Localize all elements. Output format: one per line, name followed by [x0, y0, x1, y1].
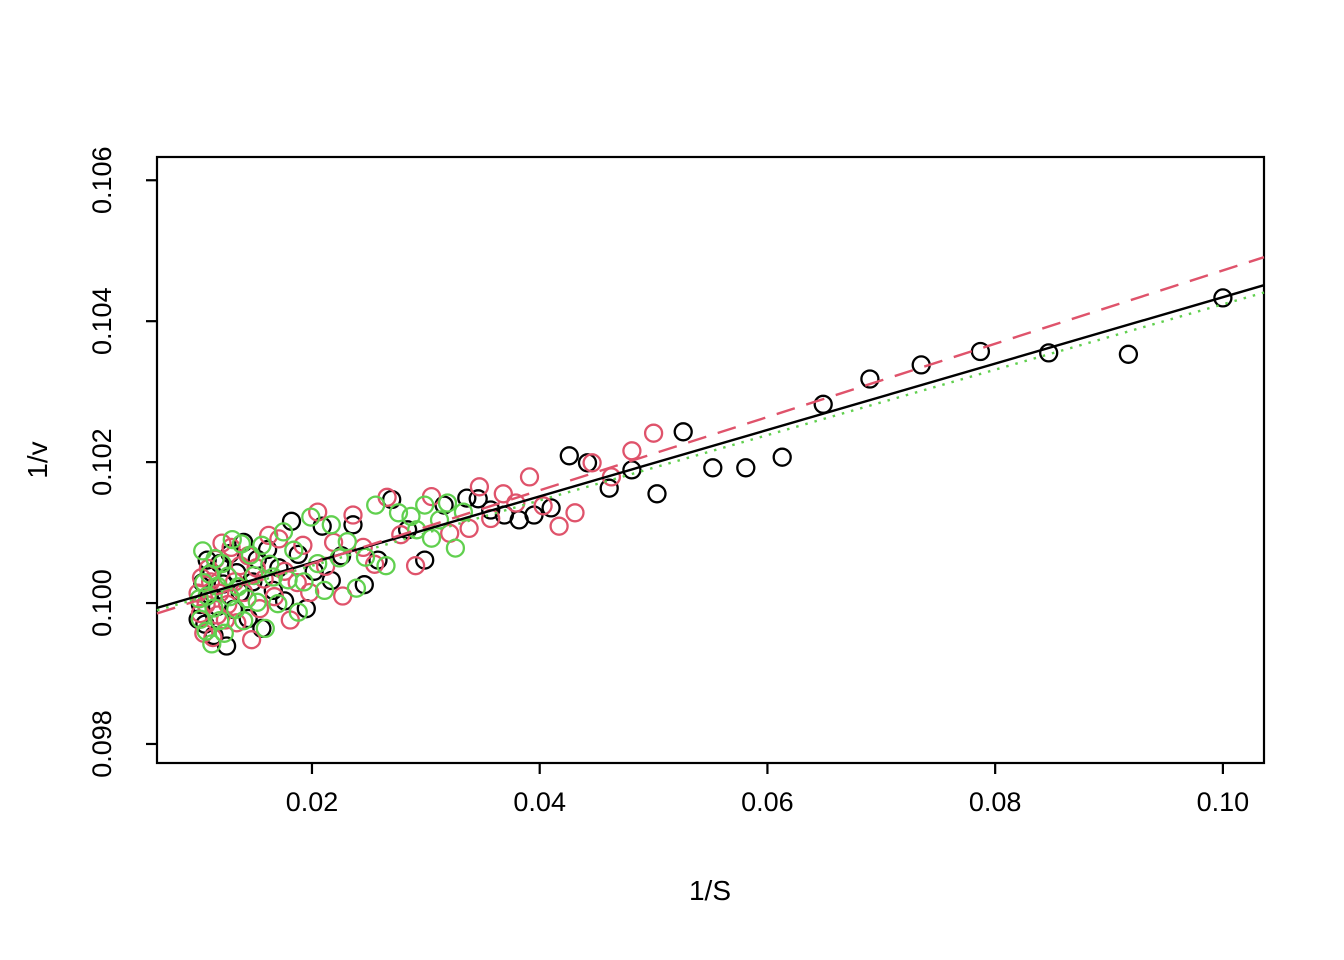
data-point	[210, 611, 230, 631]
data-point	[231, 534, 252, 554]
y-axis-tick-label: 0.106	[87, 146, 117, 214]
data-point	[203, 627, 223, 648]
data-point	[673, 422, 693, 442]
fit-line-group-1-black	[156, 284, 1265, 610]
data-point	[196, 621, 216, 641]
data-point	[376, 556, 396, 576]
data-point	[197, 550, 217, 570]
data-point	[549, 516, 569, 536]
points-group-1-black	[188, 288, 1233, 656]
data-point	[293, 535, 313, 555]
plot-generated-content: 0.02 0.04 0.06 0.08 0.10 0.098 0.100 0.102 0.104…	[87, 146, 1266, 817]
data-point	[772, 447, 792, 467]
data-point	[268, 594, 288, 614]
x-axis-tick-label: 0.04	[513, 787, 566, 817]
fit-line-group-2-red	[156, 256, 1265, 615]
data-point	[226, 599, 246, 620]
data-point	[468, 489, 488, 509]
data-point	[355, 547, 376, 567]
plot-border	[155, 155, 1266, 765]
data-point	[445, 538, 466, 558]
data-point	[214, 623, 234, 643]
data-point	[860, 369, 880, 389]
data-point	[190, 609, 211, 629]
fit-line-group-3-green	[156, 291, 1265, 612]
data-point	[519, 467, 540, 487]
data-point	[429, 510, 450, 530]
y-axis-tick-label: 0.098	[87, 710, 117, 778]
x-axis-title: 1/S	[689, 875, 731, 906]
data-point	[218, 566, 238, 586]
data-point	[222, 529, 242, 550]
data-point	[273, 522, 294, 542]
data-point	[193, 541, 213, 561]
data-point	[247, 592, 267, 612]
data-point	[541, 498, 561, 518]
data-point	[559, 446, 579, 466]
x-axis-tick-label: 0.02	[286, 787, 339, 817]
data-point	[212, 533, 232, 553]
data-point	[506, 493, 526, 513]
data-point	[287, 572, 307, 593]
data-point	[401, 506, 421, 527]
data-point	[457, 488, 477, 508]
data-point	[244, 565, 264, 586]
data-point	[405, 556, 426, 576]
data-point	[252, 535, 272, 555]
data-point	[202, 634, 222, 654]
data-point	[437, 493, 458, 513]
data-point	[288, 544, 308, 565]
data-point	[493, 484, 513, 504]
data-point	[469, 477, 490, 497]
data-point	[533, 496, 553, 516]
data-point	[622, 441, 642, 461]
data-point	[736, 458, 756, 478]
data-point	[1213, 288, 1233, 308]
data-point	[577, 453, 598, 473]
data-point	[241, 630, 262, 650]
y-axis-tick-label: 0.102	[87, 428, 117, 496]
data-point	[1039, 343, 1059, 363]
data-point	[459, 518, 479, 539]
data-point	[388, 503, 409, 523]
data-point	[703, 458, 723, 478]
data-point	[257, 539, 278, 560]
y-axis-tick-label: 0.104	[87, 287, 117, 355]
data-point	[1118, 344, 1139, 364]
points-group-3-green	[189, 493, 474, 654]
data-point	[288, 602, 308, 622]
x-axis-tick-label: 0.10	[1197, 787, 1250, 817]
data-point	[300, 582, 320, 603]
y-axis-tick-label: 0.100	[87, 569, 117, 637]
data-point	[647, 484, 667, 504]
data-point	[216, 636, 237, 656]
y-axis-title: 1/v	[22, 441, 53, 478]
x-axis-tick-label: 0.08	[969, 787, 1022, 817]
data-point	[259, 525, 279, 546]
data-point	[565, 503, 585, 523]
data-point	[643, 423, 664, 443]
data-point	[415, 495, 435, 515]
x-axis-tick-label: 0.06	[741, 787, 794, 817]
data-point	[255, 618, 275, 639]
data-point	[343, 515, 363, 535]
data-point	[582, 453, 602, 473]
data-point	[314, 580, 335, 601]
data-point	[221, 537, 241, 558]
data-point	[321, 515, 341, 535]
data-point	[599, 478, 619, 498]
data-point	[366, 495, 386, 515]
data-point	[421, 528, 442, 548]
data-point	[284, 540, 304, 560]
data-point	[346, 578, 367, 598]
data-point	[260, 554, 280, 574]
data-point	[453, 502, 474, 522]
data-point	[301, 507, 321, 527]
data-point	[337, 532, 357, 552]
data-point	[343, 505, 363, 525]
